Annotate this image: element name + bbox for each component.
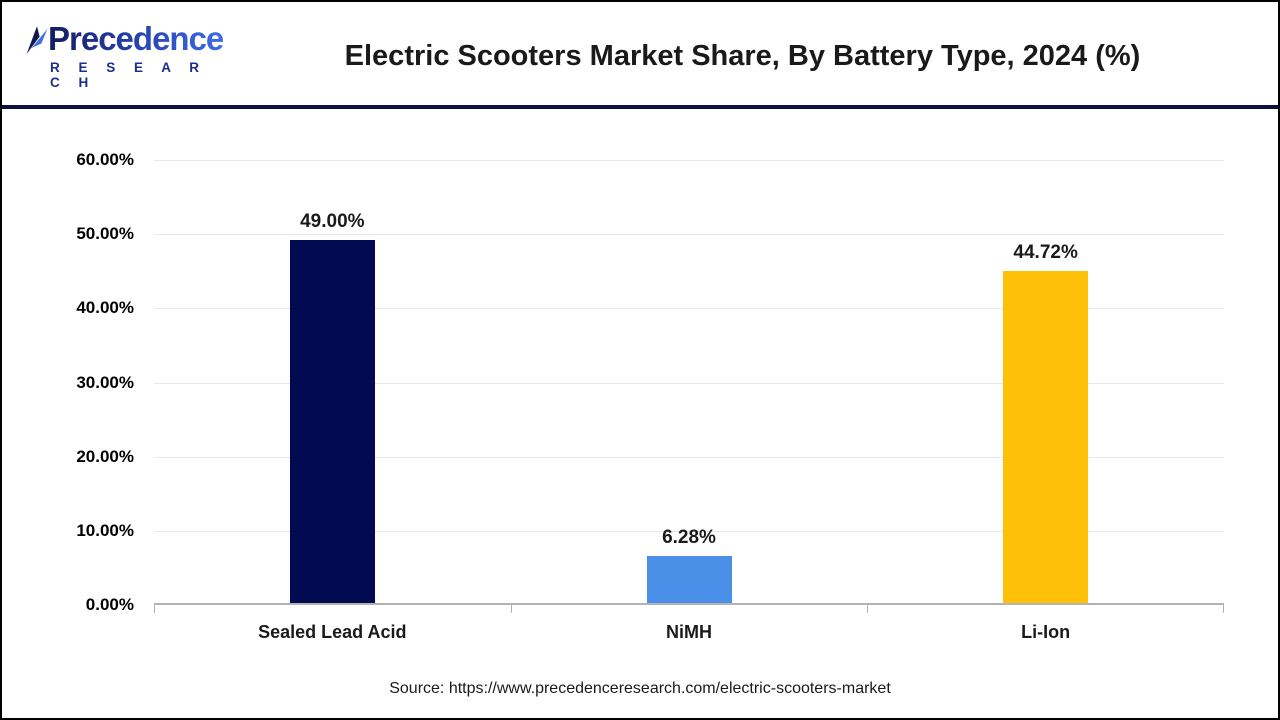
gridline <box>154 382 1224 384</box>
x-axis-tick <box>867 605 869 613</box>
x-axis-label: Sealed Lead Acid <box>258 622 407 642</box>
header-divider <box>2 105 1278 109</box>
bar-value-label: 49.00% <box>300 210 365 232</box>
x-axis-tick <box>1223 605 1224 613</box>
brand-subtitle: R E S E A R C H <box>50 60 207 90</box>
gridline <box>154 308 1224 310</box>
gridline <box>154 530 1224 532</box>
source-attribution: Source: https://www.precedenceresearch.c… <box>389 680 891 697</box>
chart-title: Electric Scooters Market Share, By Batte… <box>344 40 1141 72</box>
bar-sealed-lead-acid <box>289 239 375 603</box>
y-axis-tick-label: 40.00% <box>76 298 134 318</box>
y-axis-tick-label: 50.00% <box>76 224 134 244</box>
y-axis-tick-label: 10.00% <box>76 520 134 540</box>
brand-logo: Precedence R E S E A R C H <box>24 22 234 90</box>
bar-value-label: 44.72% <box>1013 242 1078 264</box>
gridline <box>154 234 1224 236</box>
gridline <box>154 160 1224 161</box>
bar-chart: 49.00% Sealed Lead Acid 6.28% NiMH 44.72% Li-… <box>2 109 1280 669</box>
y-axis-tick-label: 60.00% <box>76 150 134 169</box>
brand-name: Precedence <box>48 20 224 57</box>
x-axis-tick <box>510 605 512 613</box>
bar-value-label: 6.28% <box>662 527 716 549</box>
header: Precedence R E S E A R C H Electric Scoo… <box>2 2 1278 105</box>
x-axis-label: Li-Ion <box>1021 622 1071 642</box>
gridline <box>154 456 1224 458</box>
plot-area: 49.00% Sealed Lead Acid 6.28% NiMH 44.72% Li-… <box>154 160 1224 642</box>
leaf-icon <box>26 26 48 54</box>
bar-nimh <box>646 556 732 603</box>
x-axis-label: NiMH <box>665 622 712 642</box>
x-axis-tick <box>154 605 155 613</box>
bar-li-ion <box>1003 271 1089 603</box>
y-axis-tick-label: 0.00% <box>85 595 134 614</box>
y-axis-tick-label: 20.00% <box>76 446 134 466</box>
y-axis-tick-label: 30.00% <box>76 372 134 392</box>
